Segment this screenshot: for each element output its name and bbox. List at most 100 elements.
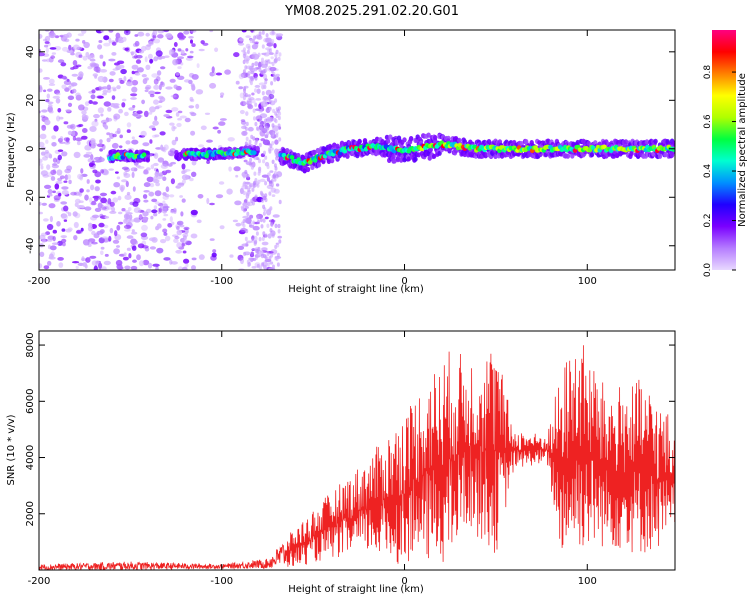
line-cell bbox=[426, 132, 431, 138]
noise-cell bbox=[111, 206, 116, 212]
noise-cell bbox=[123, 171, 128, 176]
noise-cell bbox=[70, 123, 76, 130]
noise-cell bbox=[157, 30, 165, 34]
noise-cell bbox=[126, 247, 131, 251]
noise-cell bbox=[183, 226, 190, 230]
noise-cell bbox=[246, 174, 250, 179]
noise-cell bbox=[47, 101, 54, 105]
noise-cell bbox=[40, 115, 46, 118]
noise-cell bbox=[88, 100, 93, 104]
y-tick-label: 20 bbox=[25, 94, 36, 107]
noise-cell bbox=[124, 229, 131, 232]
noise-cell bbox=[272, 264, 275, 269]
noise-cell bbox=[206, 160, 211, 165]
noise-cell bbox=[240, 72, 249, 78]
noise-cell bbox=[195, 89, 204, 95]
noise-cell bbox=[98, 262, 103, 269]
noise-cell bbox=[270, 56, 274, 60]
noise-cell bbox=[188, 36, 194, 39]
noise-cell bbox=[262, 139, 270, 146]
noise-cell bbox=[217, 129, 222, 134]
noise-cell bbox=[103, 224, 109, 229]
noise-cell bbox=[131, 136, 135, 140]
noise-cell bbox=[275, 133, 279, 138]
noise-cell bbox=[108, 168, 114, 171]
noise-cell bbox=[162, 176, 167, 181]
noise-cell bbox=[266, 251, 270, 256]
noise-cell bbox=[71, 88, 77, 94]
noise-cell bbox=[73, 221, 79, 229]
noise-cell bbox=[83, 41, 90, 49]
noise-cell bbox=[252, 220, 256, 225]
noise-cell bbox=[61, 46, 69, 52]
noise-cell bbox=[101, 266, 107, 270]
line-cell bbox=[433, 139, 438, 145]
noise-cell bbox=[75, 38, 80, 42]
noise-cell bbox=[61, 151, 68, 157]
noise-cell bbox=[153, 56, 158, 62]
noise-cell bbox=[256, 183, 260, 188]
noise-cell bbox=[149, 153, 153, 157]
noise-cell bbox=[41, 238, 46, 244]
noise-cell bbox=[43, 89, 47, 93]
noise-cell bbox=[131, 231, 138, 235]
noise-cell bbox=[141, 245, 149, 249]
snr-series-line bbox=[39, 345, 675, 570]
noise-cell bbox=[257, 179, 261, 184]
noise-cell bbox=[54, 46, 62, 51]
noise-cell bbox=[121, 102, 126, 108]
noise-cell bbox=[134, 40, 140, 47]
noise-cell bbox=[122, 98, 127, 102]
noise-cell bbox=[51, 164, 60, 169]
noise-cell bbox=[53, 195, 61, 201]
noise-cell bbox=[79, 188, 84, 193]
noise-cell bbox=[257, 219, 260, 225]
noise-cell bbox=[250, 76, 253, 82]
noise-cell bbox=[49, 215, 54, 223]
noise-cell bbox=[91, 89, 96, 94]
noise-cell bbox=[146, 167, 151, 171]
noise-cell bbox=[218, 121, 226, 126]
noise-cell bbox=[142, 216, 149, 223]
noise-cell bbox=[144, 86, 150, 90]
noise-cell bbox=[41, 109, 48, 113]
spectrogram-frame bbox=[38, 29, 676, 271]
noise-cell bbox=[209, 238, 215, 241]
noise-cell bbox=[149, 94, 155, 98]
noise-cell bbox=[200, 40, 205, 45]
noise-cell bbox=[103, 260, 111, 266]
noise-cell bbox=[252, 108, 256, 113]
noise-cell bbox=[65, 109, 71, 112]
noise-cell bbox=[47, 88, 53, 92]
noise-cell bbox=[184, 169, 191, 172]
noise-cell bbox=[179, 115, 187, 119]
noise-cell bbox=[180, 238, 188, 244]
line-cell bbox=[408, 136, 414, 142]
y-tick-label: 0 bbox=[25, 146, 36, 152]
colorbar: 0.0 0.2 0.4 0.6 0.8 Normalized spectral ampl… bbox=[703, 30, 748, 277]
noise-cell bbox=[274, 139, 279, 145]
noise-cell bbox=[79, 174, 84, 181]
noise-cell bbox=[71, 130, 76, 137]
noise-cell bbox=[67, 130, 73, 136]
noise-cell bbox=[274, 170, 277, 176]
noise-cell bbox=[246, 99, 250, 104]
noise-cell bbox=[60, 201, 68, 205]
line-cell bbox=[433, 135, 438, 141]
noise-cell bbox=[44, 41, 50, 44]
noise-cell bbox=[130, 167, 138, 172]
colorbar-tick-label: 0.8 bbox=[703, 65, 713, 80]
noise-cell bbox=[113, 113, 121, 120]
noise-cell bbox=[255, 98, 262, 101]
noise-cell bbox=[263, 266, 267, 270]
noise-cell bbox=[276, 262, 280, 267]
noise-cell bbox=[121, 179, 128, 183]
noise-cell bbox=[256, 126, 259, 131]
noise-cell bbox=[181, 163, 186, 170]
noise-cell bbox=[242, 208, 246, 213]
noise-cell bbox=[173, 42, 178, 47]
noise-cell bbox=[103, 35, 110, 41]
noise-cell bbox=[126, 122, 132, 128]
noise-cell bbox=[134, 72, 141, 76]
